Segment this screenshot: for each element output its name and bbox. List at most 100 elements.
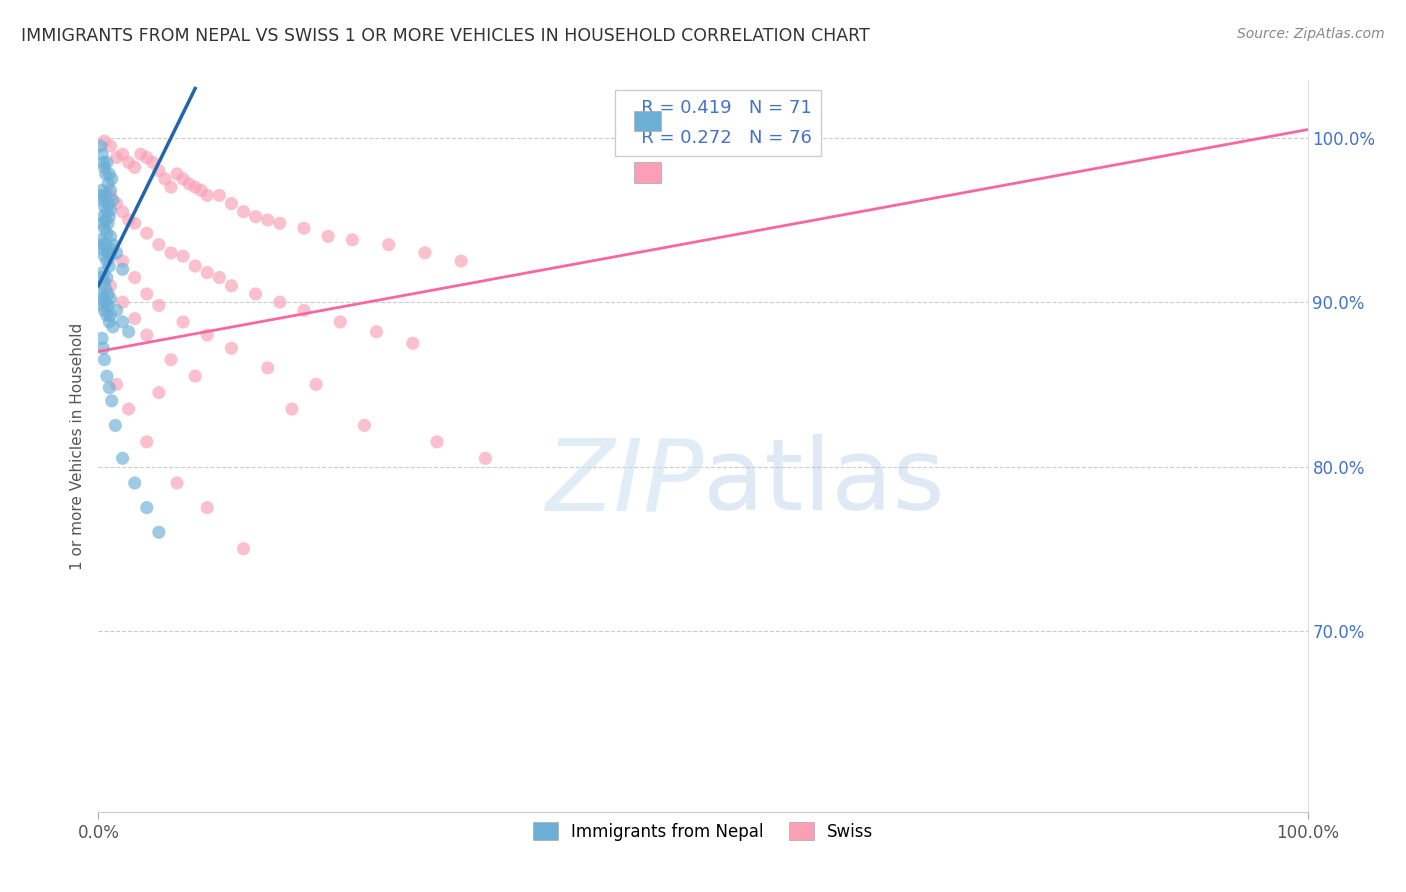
Y-axis label: 1 or more Vehicles in Household: 1 or more Vehicles in Household — [69, 322, 84, 570]
Point — [366, 325, 388, 339]
Point — [91, 298, 114, 312]
Point — [179, 177, 201, 191]
Point — [105, 196, 128, 211]
Point — [100, 188, 122, 202]
Point — [292, 221, 315, 235]
Point — [172, 172, 194, 186]
Point — [94, 295, 117, 310]
Point — [96, 369, 118, 384]
Point — [91, 237, 114, 252]
Point — [105, 151, 128, 165]
Point — [91, 243, 114, 257]
Point — [111, 295, 134, 310]
Point — [232, 541, 254, 556]
Point — [101, 194, 124, 208]
Point — [329, 315, 352, 329]
Point — [413, 245, 436, 260]
Point — [450, 254, 472, 268]
Point — [98, 167, 121, 181]
Point — [98, 381, 121, 395]
Point — [166, 475, 188, 490]
Point — [232, 204, 254, 219]
Point — [100, 203, 122, 218]
Point — [153, 172, 176, 186]
Point — [96, 309, 118, 323]
Point — [281, 402, 304, 417]
Point — [135, 151, 157, 165]
Point — [100, 393, 122, 408]
Point — [94, 237, 117, 252]
Point — [118, 402, 141, 417]
Point — [269, 295, 291, 310]
Legend: Immigrants from Nepal, Swiss: Immigrants from Nepal, Swiss — [526, 816, 880, 847]
Point — [93, 303, 115, 318]
Text: R = 0.419   N = 71
   R = 0.272   N = 76: R = 0.419 N = 71 R = 0.272 N = 76 — [624, 99, 813, 147]
Point — [93, 221, 115, 235]
Point — [91, 270, 114, 285]
Point — [256, 213, 278, 227]
Point — [105, 377, 128, 392]
Point — [93, 352, 115, 367]
Point — [135, 434, 157, 449]
Point — [100, 243, 122, 257]
Point — [124, 270, 146, 285]
Point — [100, 309, 122, 323]
Point — [195, 328, 218, 343]
Point — [135, 287, 157, 301]
Point — [96, 204, 118, 219]
Point — [118, 213, 141, 227]
Point — [124, 311, 146, 326]
Point — [98, 259, 121, 273]
Point — [160, 352, 183, 367]
Point — [245, 210, 267, 224]
Point — [91, 194, 114, 208]
Point — [97, 177, 120, 191]
Point — [245, 287, 267, 301]
Point — [94, 167, 117, 181]
Text: atlas: atlas — [703, 434, 945, 531]
Point — [118, 155, 141, 169]
Point — [96, 226, 118, 240]
Point — [100, 278, 122, 293]
Point — [184, 369, 207, 384]
Point — [148, 237, 170, 252]
Point — [160, 245, 183, 260]
Point — [111, 204, 134, 219]
Point — [111, 147, 134, 161]
Point — [148, 298, 170, 312]
Point — [221, 196, 243, 211]
Point — [97, 245, 120, 260]
Point — [94, 213, 117, 227]
Point — [104, 418, 127, 433]
Point — [105, 245, 128, 260]
Point — [426, 434, 449, 449]
Point — [91, 331, 114, 345]
Point — [111, 262, 134, 277]
Point — [190, 183, 212, 197]
Point — [91, 292, 114, 306]
Point — [292, 303, 315, 318]
Point — [148, 525, 170, 540]
Point — [208, 188, 231, 202]
Point — [377, 237, 399, 252]
Point — [100, 139, 122, 153]
Point — [98, 315, 121, 329]
Point — [172, 315, 194, 329]
Point — [100, 172, 122, 186]
Text: ZIP: ZIP — [544, 434, 703, 531]
Point — [96, 270, 118, 285]
Text: IMMIGRANTS FROM NEPAL VS SWISS 1 OR MORE VEHICLES IN HOUSEHOLD CORRELATION CHART: IMMIGRANTS FROM NEPAL VS SWISS 1 OR MORE… — [21, 27, 870, 45]
Point — [94, 282, 117, 296]
Point — [91, 155, 114, 169]
Point — [101, 237, 124, 252]
Text: Source: ZipAtlas.com: Source: ZipAtlas.com — [1237, 27, 1385, 41]
Point — [91, 183, 114, 197]
Point — [94, 188, 117, 202]
Point — [221, 341, 243, 355]
Point — [135, 226, 157, 240]
Point — [148, 163, 170, 178]
Point — [342, 233, 364, 247]
Point — [91, 210, 114, 224]
Point — [90, 287, 112, 301]
Point — [101, 319, 124, 334]
